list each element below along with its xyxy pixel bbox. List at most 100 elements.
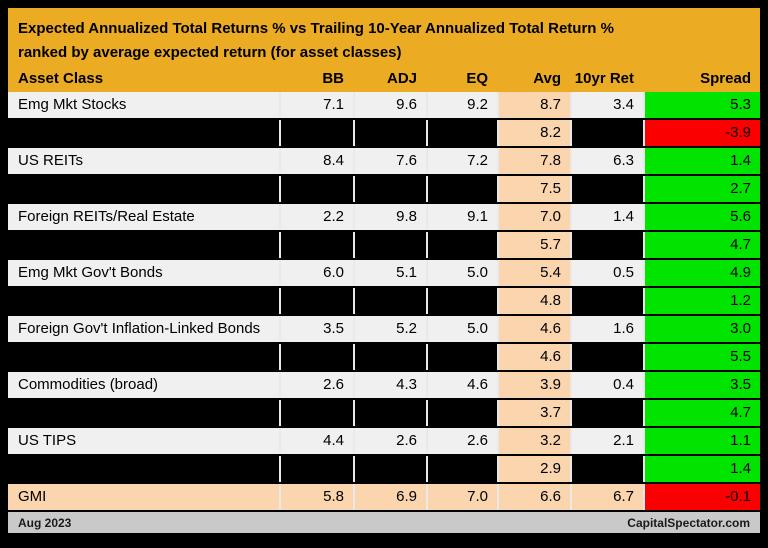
cell-spread: 3.0 [643, 316, 760, 342]
cell-asset-class [8, 344, 279, 370]
cell-10yr-ret [570, 176, 643, 202]
cell-eq: 2.6 [426, 428, 497, 454]
table-row-redacted: 3.7 4.7 [8, 400, 760, 428]
cell-asset-class [8, 288, 279, 314]
cell-spread: 4.7 [643, 400, 760, 426]
table-footer: Aug 2023 CapitalSpectator.com [8, 512, 760, 533]
column-header-asset-class: Asset Class [8, 66, 279, 92]
cell-avg: 3.2 [497, 428, 570, 454]
column-header-row: Asset Class BB ADJ EQ Avg 10yr Ret Sprea… [8, 66, 760, 92]
cell-10yr-ret [570, 344, 643, 370]
cell-eq: 7.0 [426, 484, 497, 510]
cell-avg: 4.8 [497, 288, 570, 314]
cell-spread: 4.9 [643, 260, 760, 286]
cell-eq: 9.2 [426, 92, 497, 118]
cell-bb: 6.0 [279, 260, 353, 286]
cell-adj [353, 456, 426, 482]
table-row-redacted: 7.5 2.7 [8, 176, 760, 204]
footer-source: CapitalSpectator.com [627, 515, 750, 530]
cell-adj [353, 288, 426, 314]
cell-adj [353, 176, 426, 202]
cell-10yr-ret: 0.5 [570, 260, 643, 286]
cell-eq: 5.0 [426, 316, 497, 342]
column-header-bb: BB [279, 66, 353, 92]
table-row: GMI 5.8 6.9 7.0 6.6 6.7 -0.1 [8, 484, 760, 512]
cell-spread: 1.2 [643, 288, 760, 314]
cell-10yr-ret: 6.3 [570, 148, 643, 174]
cell-bb: 3.5 [279, 316, 353, 342]
cell-asset-class: Emg Mkt Stocks [8, 92, 279, 118]
cell-adj: 6.9 [353, 484, 426, 510]
cell-avg: 7.5 [497, 176, 570, 202]
cell-avg: 8.2 [497, 120, 570, 146]
cell-10yr-ret: 1.6 [570, 316, 643, 342]
cell-eq [426, 120, 497, 146]
cell-10yr-ret: 3.4 [570, 92, 643, 118]
cell-avg: 7.8 [497, 148, 570, 174]
cell-asset-class [8, 176, 279, 202]
cell-asset-class: Commodities (broad) [8, 372, 279, 398]
cell-bb [279, 288, 353, 314]
column-header-eq: EQ [426, 66, 497, 92]
table-row: Foreign REITs/Real Estate 2.2 9.8 9.1 7.0 1.4… [8, 204, 760, 232]
cell-avg: 8.7 [497, 92, 570, 118]
cell-eq [426, 400, 497, 426]
cell-adj [353, 344, 426, 370]
cell-eq [426, 344, 497, 370]
cell-bb [279, 232, 353, 258]
cell-adj: 2.6 [353, 428, 426, 454]
cell-avg: 3.9 [497, 372, 570, 398]
table-row-redacted: 8.2 -3.9 [8, 120, 760, 148]
cell-eq: 4.6 [426, 372, 497, 398]
cell-avg: 7.0 [497, 204, 570, 230]
cell-eq [426, 288, 497, 314]
cell-adj: 9.6 [353, 92, 426, 118]
cell-10yr-ret [570, 232, 643, 258]
table-row-redacted: 5.7 4.7 [8, 232, 760, 260]
cell-bb: 7.1 [279, 92, 353, 118]
column-header-avg: Avg [497, 66, 570, 92]
cell-spread: 5.3 [643, 92, 760, 118]
cell-adj: 5.1 [353, 260, 426, 286]
cell-10yr-ret: 2.1 [570, 428, 643, 454]
cell-avg: 2.9 [497, 456, 570, 482]
cell-eq [426, 456, 497, 482]
cell-asset-class [8, 456, 279, 482]
cell-avg: 3.7 [497, 400, 570, 426]
cell-bb: 5.8 [279, 484, 353, 510]
table-row: US REITs 8.4 7.6 7.2 7.8 6.3 1.4 [8, 148, 760, 176]
column-header-spread: Spread [643, 66, 760, 92]
table-panel: Expected Annualized Total Returns % vs T… [8, 8, 760, 533]
cell-asset-class: Foreign REITs/Real Estate [8, 204, 279, 230]
table-row: Emg Mkt Stocks 7.1 9.6 9.2 8.7 3.4 5.3 [8, 92, 760, 120]
cell-10yr-ret: 1.4 [570, 204, 643, 230]
table-row: Commodities (broad) 2.6 4.3 4.6 3.9 0.4 3.5 [8, 372, 760, 400]
cell-avg: 4.6 [497, 344, 570, 370]
cell-asset-class: Foreign Gov't Inflation-Linked Bonds [8, 316, 279, 342]
cell-bb [279, 456, 353, 482]
cell-bb [279, 400, 353, 426]
cell-10yr-ret [570, 120, 643, 146]
cell-avg: 4.6 [497, 316, 570, 342]
table-row-redacted: 4.6 5.5 [8, 344, 760, 372]
cell-eq [426, 176, 497, 202]
table-row: Foreign Gov't Inflation-Linked Bonds 3.5 5… [8, 316, 760, 344]
cell-spread: 5.5 [643, 344, 760, 370]
cell-bb [279, 344, 353, 370]
cell-adj: 4.3 [353, 372, 426, 398]
cell-asset-class [8, 400, 279, 426]
cell-avg: 5.7 [497, 232, 570, 258]
cell-adj [353, 120, 426, 146]
cell-bb: 2.6 [279, 372, 353, 398]
cell-avg: 6.6 [497, 484, 570, 510]
cell-bb: 2.2 [279, 204, 353, 230]
cell-spread: 4.7 [643, 232, 760, 258]
table-row: Emg Mkt Gov't Bonds 6.0 5.1 5.0 5.4 0.5 4.9 [8, 260, 760, 288]
cell-spread: 5.6 [643, 204, 760, 230]
cell-10yr-ret: 6.7 [570, 484, 643, 510]
cell-asset-class [8, 232, 279, 258]
cell-bb: 4.4 [279, 428, 353, 454]
cell-spread: -0.1 [643, 484, 760, 510]
table-body: Emg Mkt Stocks 7.1 9.6 9.2 8.7 3.4 5.3 8.2 -3.9 U… [8, 92, 760, 512]
